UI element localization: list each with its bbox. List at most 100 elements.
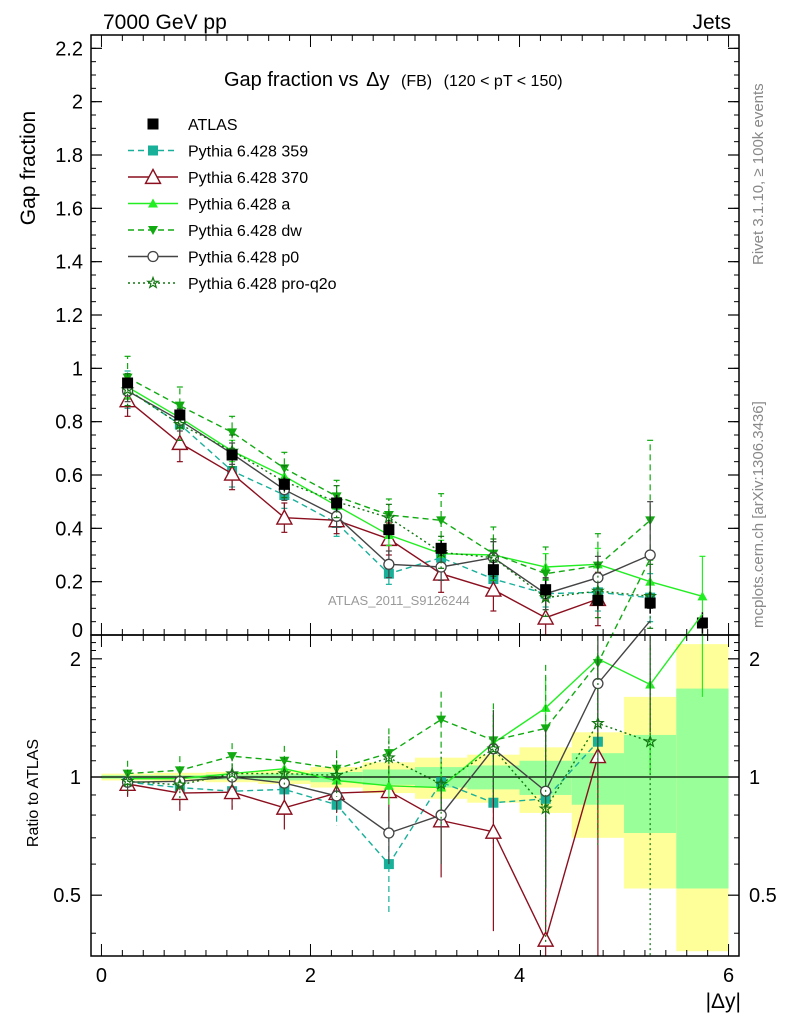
y-tick-label: 1.6: [55, 198, 83, 220]
ratio-point-p370: [275, 798, 294, 815]
ratio-series-pq2o: [120, 648, 658, 956]
data-point-atlas: [592, 594, 604, 606]
data-point-pdw: [174, 401, 185, 411]
ratio-axes: 0.5 0.5 1 1 2 2 0 2 4 6: [53, 635, 777, 987]
ratio-point-pdw: [540, 724, 551, 734]
chart-title: Gap fraction vs Δy (FB) (120 < pT < 150): [224, 69, 563, 91]
y-tick-label: 2.2: [55, 38, 83, 60]
main-axes: 0.2 0.4 0.6 0.8 1 1.2 1.4 1.6 1.8 2 2.2 0: [55, 35, 739, 642]
legend-label-pa: Pythia 6.428 a: [188, 197, 290, 214]
ratio-point-pq2o: [643, 734, 658, 748]
chart-title-range: (120 < pT < 150): [444, 73, 563, 90]
ratio-point-pq2o: [120, 773, 135, 788]
data-point-atlas: [644, 597, 656, 609]
ratio-line-p370: [127, 756, 599, 942]
ratio-y-tick-label-right: 2: [749, 649, 760, 671]
legend-label-pdw: Pythia 6.428 dw: [188, 223, 302, 240]
legend-marker-pdw: [148, 226, 158, 235]
mcplots-label: mcplots.cern.ch [arXiv:1306.3436]: [750, 401, 767, 628]
ratio-point-pdw: [227, 752, 238, 762]
legend-item-pa: Pythia 6.428 a: [128, 197, 290, 214]
ratio-point-pdw: [436, 715, 447, 725]
series-pp0: [121, 379, 656, 611]
y-tick-label: 1: [72, 358, 83, 380]
ratio-y-tick-label-left: 1: [70, 767, 81, 789]
chart-title-symbol: Δy: [366, 69, 389, 91]
ratio-point-pq2o: [538, 801, 553, 815]
x-axis-label: |Δy|: [706, 990, 741, 1013]
data-point-p370: [536, 608, 555, 625]
ratio-point-pq2o: [434, 776, 449, 790]
data-point-atlas: [278, 478, 290, 490]
ratio-y-axis-label: Ratio to ATLAS: [25, 739, 42, 847]
ratio-point-pp0: [330, 790, 343, 802]
data-point-p370: [275, 508, 294, 525]
y-tick-label: 2: [72, 92, 83, 114]
y-tick-label: 1.8: [55, 145, 83, 167]
legend-marker-pa: [148, 198, 158, 208]
header-right: Jets: [692, 11, 731, 34]
ratio-point-pq2o: [277, 766, 292, 780]
rivet-version-label: Rivet 3.1.10, ≥ 100k events: [750, 83, 767, 265]
ratio-point-pq2o: [329, 767, 344, 782]
y-tick-label: 0.2: [55, 572, 83, 594]
ratio-line-p359: [127, 741, 599, 866]
legend-item-atlas: ATLAS: [147, 117, 238, 134]
legend-item-pq2o: Pythia 6.428 pro-q2o: [128, 275, 337, 293]
data-point-atlas: [226, 449, 238, 461]
legend-marker-pp0: [147, 250, 159, 263]
series-pdw: [122, 355, 656, 601]
analysis-watermark: ATLAS_2011_S9126244: [328, 593, 470, 608]
main-plot-panel: 0.2 0.4 0.6 0.8 1 1.2 1.4 1.6 1.8 2 2.2 0 Gap fract…: [17, 34, 740, 642]
data-point-atlas: [122, 377, 134, 389]
ratio-plot-content: [91, 558, 739, 956]
data-point-atlas: [174, 409, 186, 421]
ratio-point-pa: [383, 780, 394, 790]
y-tick-label: 0.6: [55, 465, 83, 487]
data-point-pdw: [540, 569, 551, 579]
legend-label-pq2o: Pythia 6.428 pro-q2o: [188, 276, 337, 293]
uncertainty-band-inner: [676, 688, 729, 889]
data-point-p370: [171, 434, 189, 451]
ratio-point-p370: [484, 822, 503, 839]
ratio-point-pq2o: [486, 741, 501, 755]
legend-label-atlas: ATLAS: [188, 117, 238, 134]
legend-label-p370: Pythia 6.428 370: [188, 170, 308, 187]
legend: ATLAS Pythia 6.428 359 Pythia 6.428 370 Pyt…: [128, 117, 337, 293]
ratio-point-pq2o: [591, 715, 605, 730]
series-line-p370: [127, 399, 599, 619]
ratio-line-pa: [127, 613, 703, 789]
data-point-pq2o: [172, 417, 187, 431]
ratio-point-p370: [223, 783, 241, 800]
series-line-pa: [127, 386, 703, 597]
data-point-p370: [484, 580, 503, 597]
data-point-pp0: [644, 549, 656, 561]
data-point-pdw: [436, 516, 447, 526]
legend-marker-atlas: [147, 118, 159, 130]
chart-title-main: Gap fraction vs: [224, 69, 359, 91]
ratio-y-tick-label-left: 0.5: [53, 885, 81, 907]
data-point-pdw: [227, 428, 238, 438]
data-point-p370: [223, 464, 241, 481]
ratio-point-pq2o: [225, 766, 239, 780]
legend-item-pp0: Pythia 6.428 p0: [128, 250, 299, 267]
main-plot-content: [118, 355, 708, 636]
ratio-point-pp0: [435, 809, 447, 821]
legend-marker-p370: [144, 168, 162, 185]
data-point-pq2o: [486, 550, 501, 564]
data-point-atlas: [487, 564, 499, 576]
ratio-point-pdw: [279, 756, 290, 766]
ratio-point-pdw: [174, 766, 185, 776]
x-tick-label: 2: [305, 965, 316, 987]
legend-item-p359: Pythia 6.428 359: [128, 144, 308, 161]
ratio-point-pq2o: [172, 777, 187, 791]
data-point-pq2o: [538, 590, 553, 604]
data-point-pdw: [279, 464, 290, 474]
ratio-point-p370: [536, 930, 555, 947]
series-line-pq2o: [127, 389, 651, 599]
ratio-point-pp0: [383, 827, 395, 839]
data-point-atlas: [696, 617, 708, 629]
data-point-pp0: [383, 558, 395, 570]
ratio-y-tick-label-right: 1: [749, 767, 760, 789]
series-line-pdw: [127, 377, 651, 575]
